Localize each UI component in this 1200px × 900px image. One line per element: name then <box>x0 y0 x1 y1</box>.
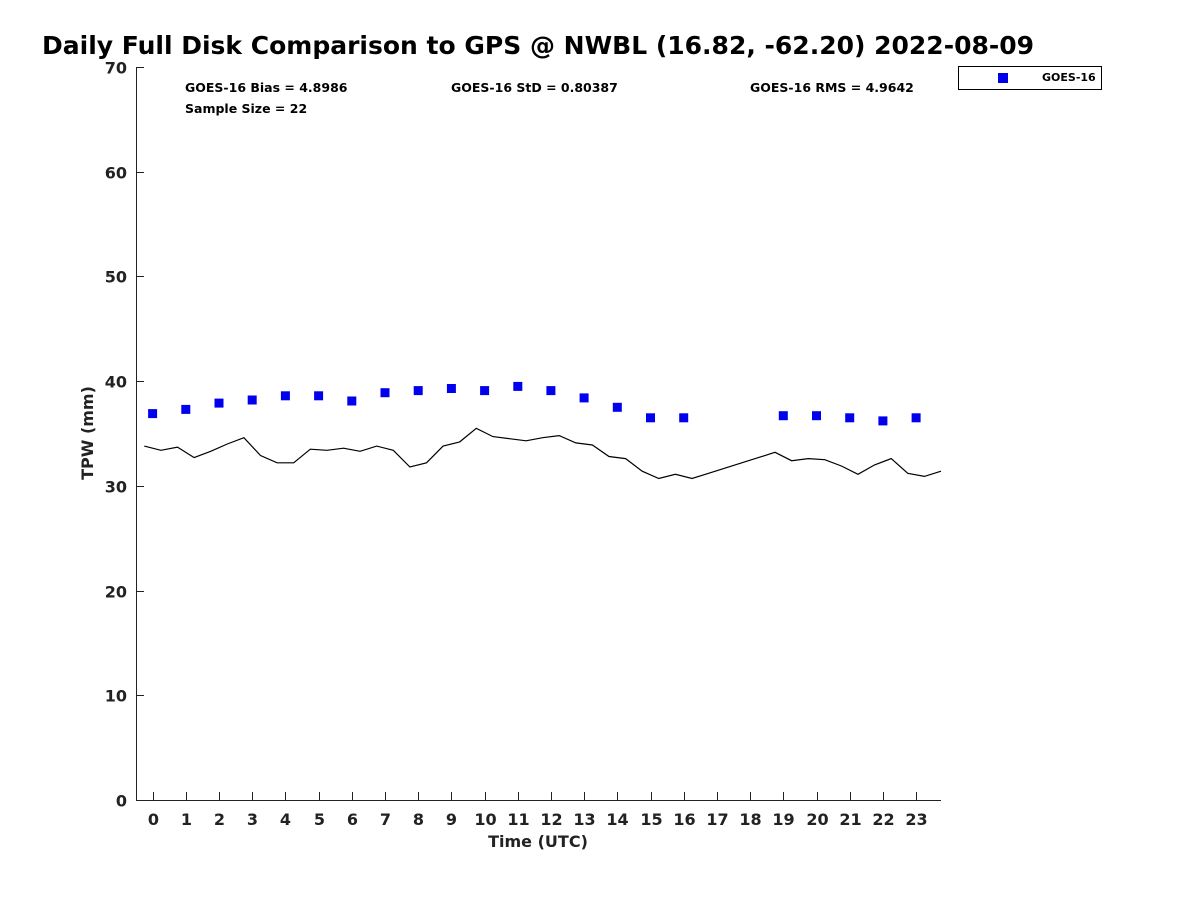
goes16-point <box>247 395 257 405</box>
goes16-point <box>612 402 622 412</box>
x-tick-label: 6 <box>347 810 358 829</box>
goes16-point <box>446 384 456 393</box>
y-tick-label: 0 <box>116 792 127 811</box>
goes16-point <box>413 386 423 396</box>
x-tick-label: 7 <box>380 810 391 829</box>
stat-bias: GOES-16 Bias = 4.8986 <box>185 80 348 95</box>
goes16-point <box>878 416 888 426</box>
x-tick-label: 12 <box>540 810 562 829</box>
goes16-point <box>778 411 788 421</box>
x-tick-label: 19 <box>772 810 794 829</box>
goes16-point <box>314 391 324 401</box>
y-tick-label: 70 <box>105 59 127 78</box>
legend-box <box>958 66 1102 90</box>
goes16-point <box>280 391 290 401</box>
x-tick-label: 2 <box>214 810 225 829</box>
chart-title: Daily Full Disk Comparison to GPS @ NWBL… <box>42 31 1034 60</box>
goes16-point <box>546 386 556 396</box>
x-tick-label: 9 <box>446 810 457 829</box>
legend-label: GOES-16 <box>1042 71 1096 84</box>
x-tick-label: 0 <box>148 810 159 829</box>
x-tick-label: 3 <box>247 810 258 829</box>
x-tick-label: 10 <box>474 810 496 829</box>
goes16-point <box>679 413 689 423</box>
x-tick-label: 1 <box>181 810 192 829</box>
goes16-point <box>812 411 821 421</box>
gps-tpw-line <box>144 427 942 480</box>
goes16-point <box>911 413 921 423</box>
x-tick-label: 18 <box>739 810 761 829</box>
x-tick-label: 14 <box>606 810 628 829</box>
x-tick-label: 17 <box>706 810 728 829</box>
x-tick-label: 4 <box>280 810 291 829</box>
x-tick-label: 22 <box>872 810 894 829</box>
goes16-point <box>181 404 191 414</box>
x-axis-label: Time (UTC) <box>488 832 588 851</box>
goes16-point <box>347 396 357 406</box>
y-tick-label: 40 <box>105 373 127 392</box>
stat-sample-size: Sample Size = 22 <box>185 101 307 116</box>
y-tick-label: 50 <box>105 268 127 287</box>
x-tick-label: 8 <box>413 810 424 829</box>
legend-marker <box>998 73 1008 83</box>
x-tick-label: 5 <box>314 810 325 829</box>
x-tick-label: 15 <box>640 810 662 829</box>
x-tick-label: 13 <box>573 810 595 829</box>
x-tick-label: 21 <box>839 810 861 829</box>
goes16-point <box>845 413 855 423</box>
goes16-point <box>380 388 390 398</box>
x-tick-label: 16 <box>673 810 695 829</box>
y-tick-label: 20 <box>105 583 127 602</box>
goes16-point <box>480 386 490 396</box>
goes16-point <box>646 413 655 423</box>
goes16-point <box>214 398 224 408</box>
stat-rms: GOES-16 RMS = 4.9642 <box>750 80 914 95</box>
goes16-point <box>579 393 589 403</box>
stat-std: GOES-16 StD = 0.80387 <box>451 80 618 95</box>
goes16-point <box>513 381 523 391</box>
y-tick-label: 10 <box>105 687 127 706</box>
y-tick-label: 60 <box>105 164 127 183</box>
goes16-point <box>148 409 158 419</box>
y-tick-label: 30 <box>105 478 127 497</box>
x-tick-label: 23 <box>905 810 927 829</box>
legend: GOES-16 <box>958 66 1102 90</box>
x-tick-label: 20 <box>806 810 828 829</box>
x-tick-label: 11 <box>507 810 529 829</box>
y-axis-label: TPW (mm) <box>78 386 97 480</box>
